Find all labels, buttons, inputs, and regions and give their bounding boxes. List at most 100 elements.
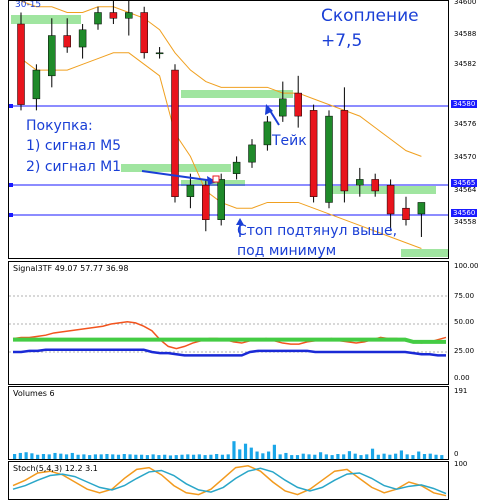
volume-bar [41,454,46,459]
volume-bar [440,455,444,459]
volumes-tick-0: 0 [454,450,459,458]
level-label-34580: 34580 [451,100,478,108]
price-chart[interactable] [9,1,449,259]
signal-tick-0: 0.00 [454,374,470,382]
volume-bar [324,454,328,459]
volume-bar [272,444,276,459]
buy-arrow-line [141,170,215,182]
stoch-panel[interactable]: Stoch(5,4,3) 12.2 3.1 [8,461,449,500]
bear-candle [171,69,179,197]
price-tick-34582: 34582 [454,60,477,68]
zone-rect [331,186,436,194]
volume-bar [47,454,51,459]
volume-bar [422,454,427,459]
price-tick-34588: 34588 [454,30,477,38]
price-chart-panel[interactable]: 30-15 Скопление +7,5 Покупка: 1) сигнал … [8,0,449,259]
level-marker [9,213,13,217]
bull-candle [248,144,256,163]
bear-candle [140,12,148,54]
timeframe-label: 30-15 [15,0,42,10]
bear-candle [309,110,318,197]
accumulation-value: +7,5 [321,31,363,51]
volume-bar [295,455,300,459]
volumes-axis: 191 0 [450,386,500,460]
volume-bar [70,452,74,459]
volume-bar [140,454,144,459]
volume-bar [220,454,225,459]
volume-bar [99,454,103,459]
volume-bar [191,454,196,459]
bull-candle [417,202,426,215]
signal-tick-75: 75.00 [454,292,475,300]
stop-marker [212,175,220,183]
signal-tick-100: 100.00 [454,262,479,270]
volume-bar [59,453,63,459]
volume-bar [359,455,363,459]
signal-axis: 100.00 75.00 50.00 25.00 0.00 [450,261,500,385]
signal-tick-50: 50.00 [454,318,475,326]
bull-candle [217,179,225,220]
bear-candle [294,92,302,117]
bull-candle [279,98,287,117]
volume-bar [428,453,432,459]
volume-bar [163,454,167,459]
price-tick-34570: 34570 [454,153,477,161]
volume-bar [18,452,22,459]
price-tick-34564: 34564 [454,186,477,194]
volume-bar [134,454,138,459]
volume-bar [238,449,242,459]
volume-bar [157,455,161,459]
volume-bar [405,454,409,459]
volume-bar [267,451,271,459]
level-label-34565: 34565 [451,179,478,187]
volume-bar [290,455,294,459]
volume-bar [330,455,334,459]
stoch-axis: 100 [450,460,500,500]
volume-bar [30,453,34,459]
take-label: Тейк [272,133,307,149]
volume-bar [111,454,115,459]
volume-bar [394,453,398,459]
bull-candle [232,161,241,174]
volume-bar [249,447,253,459]
bear-candle [386,184,395,215]
volume-bar [318,452,323,459]
volume-bar [411,455,415,459]
zone-rect [181,90,293,98]
volume-bar [168,455,173,459]
volume-bar [347,451,352,459]
volume-bar [24,452,28,459]
signal-panel-title: Signal3TF 49.07 57.77 36.98 [13,264,129,273]
volume-bar [434,454,438,459]
accumulation-title: Скопление [321,6,419,26]
volume-bar [284,452,288,459]
level-label-34560: 34560 [451,209,478,217]
bear-candle [109,12,118,19]
level-marker [9,104,13,108]
stoch-main-line [12,465,447,497]
signal-panel[interactable]: Signal3TF 49.07 57.77 36.98 [8,261,449,385]
stop-label-line-1: Стоп подтянул выше, [237,223,398,239]
volume-bar [186,454,190,459]
volume-bar [399,450,403,459]
volume-bar [232,441,236,459]
signal-tick-25: 25.00 [454,347,475,355]
buy-signal-1: 1) сигнал М5 [26,138,122,154]
level-marker [9,183,13,187]
buy-signal-2: 2) сигнал М1 [26,159,122,175]
volume-bar [93,454,98,459]
volume-bar [13,454,17,459]
volumes-chart[interactable] [9,387,449,460]
bull-candle [325,115,333,203]
buy-title: Покупка: [26,118,93,134]
signal-chart[interactable] [9,262,449,385]
stoch-chart[interactable] [9,462,449,500]
bear-candle [63,35,71,48]
volume-bar [307,454,311,459]
volume-bar [342,454,346,459]
volumes-panel[interactable]: Volumes 6 [8,386,449,460]
zone-rect [11,15,81,24]
volume-bar [243,443,248,459]
volume-bar [53,452,57,459]
volume-bar [174,455,178,459]
